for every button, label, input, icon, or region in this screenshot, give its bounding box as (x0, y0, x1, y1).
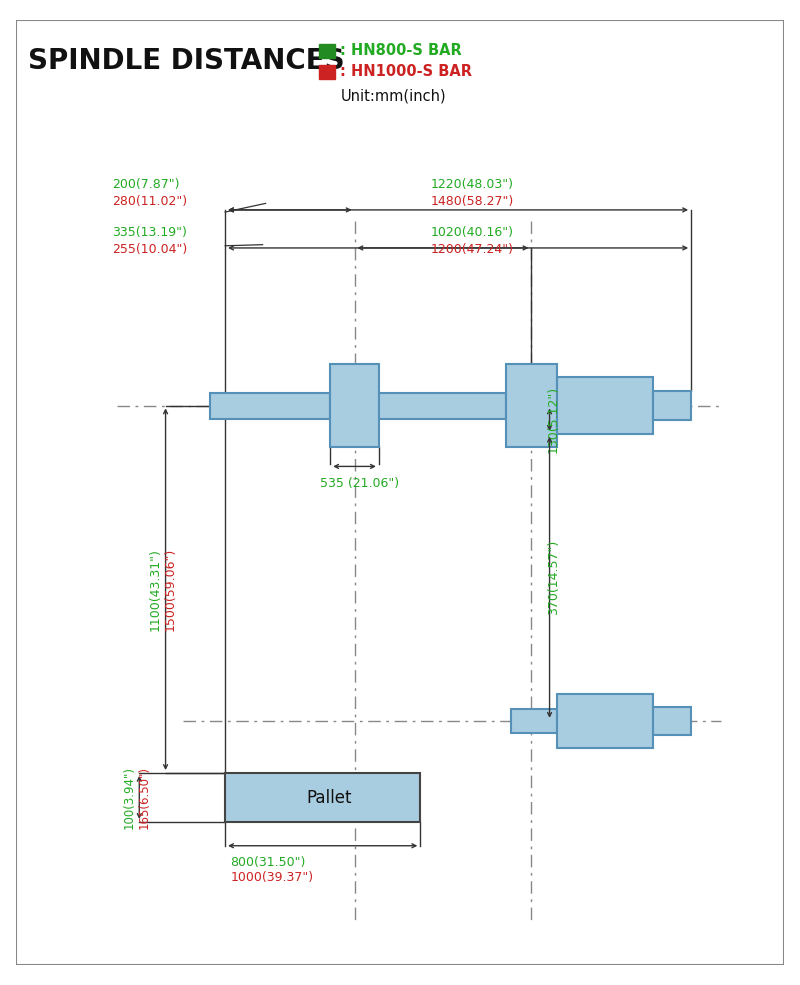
Text: 800(31.50"): 800(31.50") (230, 856, 306, 869)
Text: Pallet: Pallet (306, 789, 351, 808)
Bar (225, 773, 420, 821)
Text: 130(5.12"): 130(5.12") (547, 386, 560, 453)
Text: : HN1000-S BAR: : HN1000-S BAR (340, 64, 472, 80)
Text: 1000(39.37"): 1000(39.37") (230, 871, 314, 884)
Text: 335(13.19"): 335(13.19") (112, 227, 187, 239)
Text: : HN800-S BAR: : HN800-S BAR (340, 42, 462, 58)
Text: 370(14.57"): 370(14.57") (547, 540, 560, 615)
Bar (378, 392, 506, 419)
Text: 280(11.02"): 280(11.02") (112, 195, 187, 208)
Bar (653, 706, 691, 735)
Bar (210, 392, 330, 419)
Bar (330, 364, 378, 447)
Text: 1020(40.16"): 1020(40.16") (430, 227, 514, 239)
Bar (557, 693, 653, 748)
Bar (506, 364, 557, 447)
Bar (511, 709, 557, 733)
Text: SPINDLE DISTANCES: SPINDLE DISTANCES (28, 47, 345, 75)
Bar (653, 391, 691, 420)
Bar (319, 65, 335, 80)
Text: 535 (21.06"): 535 (21.06") (320, 478, 399, 491)
Text: 1500(59.06"): 1500(59.06") (164, 548, 177, 630)
Text: 200(7.87"): 200(7.87") (112, 178, 179, 191)
Text: 1220(48.03"): 1220(48.03") (430, 178, 514, 191)
Bar (319, 43, 335, 58)
Bar (557, 377, 653, 433)
Text: 255(10.04"): 255(10.04") (112, 242, 187, 255)
Text: 165(6.50"): 165(6.50") (138, 766, 151, 828)
Text: 1200(47.24"): 1200(47.24") (430, 242, 514, 255)
Text: Unit:mm(inch): Unit:mm(inch) (340, 89, 446, 103)
Text: 100(3.94"): 100(3.94") (122, 766, 136, 828)
Text: 1100(43.31"): 1100(43.31") (149, 548, 162, 630)
Text: 1480(58.27"): 1480(58.27") (430, 195, 514, 208)
